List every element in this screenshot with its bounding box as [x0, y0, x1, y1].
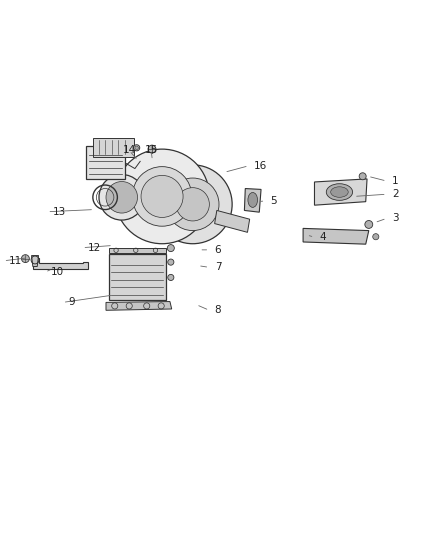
FancyBboxPatch shape: [93, 138, 134, 157]
FancyBboxPatch shape: [86, 146, 125, 179]
Circle shape: [168, 259, 174, 265]
Polygon shape: [244, 189, 261, 212]
Circle shape: [153, 165, 232, 244]
Polygon shape: [32, 255, 39, 266]
Polygon shape: [314, 179, 367, 205]
Text: 9: 9: [68, 297, 74, 308]
Circle shape: [115, 149, 209, 244]
Text: 13: 13: [53, 207, 66, 217]
Ellipse shape: [331, 187, 348, 197]
Polygon shape: [215, 211, 250, 232]
Polygon shape: [33, 258, 88, 269]
Circle shape: [167, 245, 174, 252]
Text: 5: 5: [271, 196, 277, 206]
Polygon shape: [303, 229, 369, 244]
Circle shape: [166, 178, 219, 231]
Text: 16: 16: [254, 161, 267, 171]
Circle shape: [168, 274, 174, 280]
FancyBboxPatch shape: [109, 254, 166, 300]
Text: 14: 14: [123, 146, 136, 156]
Text: 4: 4: [320, 232, 326, 242]
Ellipse shape: [326, 184, 353, 200]
Text: 10: 10: [50, 267, 64, 277]
Text: 12: 12: [88, 243, 101, 253]
Circle shape: [132, 167, 192, 226]
Text: 15: 15: [145, 146, 158, 156]
Polygon shape: [109, 248, 166, 253]
Text: 2: 2: [392, 189, 399, 199]
Circle shape: [359, 173, 366, 180]
Circle shape: [99, 174, 145, 220]
Text: 6: 6: [215, 245, 221, 255]
Circle shape: [106, 182, 138, 213]
Circle shape: [148, 145, 156, 153]
Text: 3: 3: [392, 213, 399, 223]
Ellipse shape: [248, 192, 258, 207]
Text: 8: 8: [215, 305, 221, 316]
Text: 1: 1: [392, 176, 399, 186]
Circle shape: [373, 233, 379, 240]
Circle shape: [176, 188, 209, 221]
Circle shape: [135, 146, 138, 150]
Text: 7: 7: [215, 262, 221, 272]
Polygon shape: [106, 302, 172, 310]
Circle shape: [365, 221, 373, 229]
Text: 11: 11: [9, 256, 22, 266]
Circle shape: [134, 145, 140, 151]
Circle shape: [21, 255, 29, 263]
Circle shape: [141, 175, 183, 217]
